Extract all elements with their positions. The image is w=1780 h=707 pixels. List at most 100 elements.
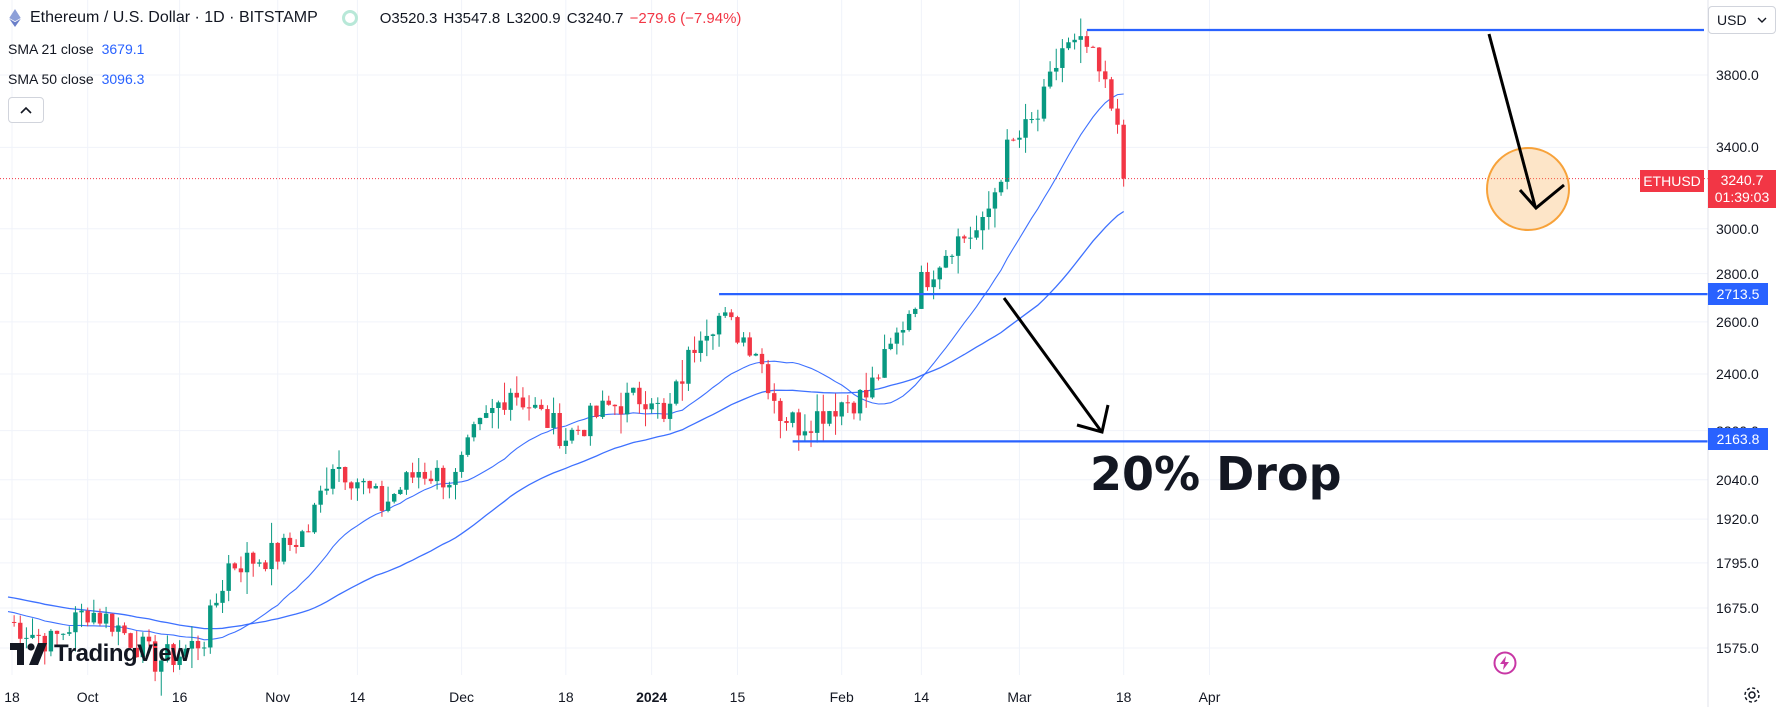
candle-body	[263, 562, 268, 570]
candle-body	[1011, 139, 1016, 141]
collapse-legend-button[interactable]	[8, 97, 44, 123]
sma50-legend[interactable]: SMA 50 close 3096.3	[8, 71, 144, 87]
candle-body	[557, 413, 562, 446]
sma21-value: 3679.1	[101, 41, 145, 57]
candle-body	[784, 421, 789, 423]
y-tick-label: 2040.0	[1716, 471, 1759, 488]
candle-body	[575, 429, 581, 431]
candle-body	[723, 312, 728, 316]
candle-body	[385, 501, 391, 511]
candle-body	[759, 353, 765, 365]
lightning-icon[interactable]	[1493, 651, 1517, 675]
candle-body	[808, 431, 814, 433]
candle-body	[257, 562, 262, 564]
candle-body	[588, 405, 593, 437]
candle-body	[1084, 36, 1090, 47]
symbol-title[interactable]: Ethereum / U.S. Dollar · 1D · BITSTAMP	[30, 9, 318, 26]
x-tick-label: 18	[558, 689, 574, 705]
candle-body	[1072, 39, 1077, 43]
candle-body	[244, 552, 250, 573]
candle-body	[845, 402, 851, 404]
candles	[11, 18, 1126, 696]
candle-body	[73, 612, 78, 633]
candle-body	[857, 389, 863, 414]
candle-body	[680, 381, 685, 384]
candle-body	[318, 490, 323, 505]
candle-body	[894, 332, 900, 344]
candle-body	[214, 602, 219, 606]
candle-body	[220, 590, 225, 603]
y-tick-label: 1795.0	[1716, 554, 1759, 571]
candle-body	[514, 392, 519, 398]
candle-body	[594, 405, 599, 417]
y-tick-label: 3400.0	[1716, 139, 1759, 156]
last-price-badge: 3240.7 01:39:03	[1708, 170, 1776, 208]
candle-body	[864, 389, 869, 398]
recent-drop-arrow-head	[1518, 183, 1565, 211]
candle-body	[704, 335, 710, 341]
candle-body	[306, 531, 311, 533]
level-badge-lower: 2163.8	[1708, 428, 1768, 450]
candle-body	[398, 489, 403, 495]
open-value: O3520.3	[379, 9, 438, 27]
candle-body	[919, 271, 924, 309]
candle-body	[545, 409, 550, 428]
x-tick-label: 14	[913, 689, 930, 705]
candle-body	[631, 387, 636, 393]
candle-body	[643, 404, 648, 410]
level-badge-upper-value: 2713.5	[1716, 286, 1760, 302]
x-tick-label: Mar	[1007, 689, 1032, 705]
candle-body	[1096, 47, 1102, 72]
candle-body	[391, 494, 397, 502]
candle-body	[483, 413, 489, 418]
candle-body	[367, 480, 372, 489]
low-value: L3200.9	[506, 9, 561, 27]
candle-body	[232, 563, 238, 569]
currency-selector[interactable]: USD	[1708, 6, 1776, 34]
x-tick-label: 18	[4, 689, 20, 705]
candle-body	[275, 542, 280, 562]
x-tick-label: Nov	[265, 689, 291, 705]
candle-body	[606, 400, 611, 405]
drop-arrow-line	[1002, 297, 1103, 432]
candle-body	[955, 236, 961, 256]
candle-body	[312, 504, 317, 533]
candle-body	[324, 488, 329, 491]
candle-body	[342, 467, 348, 483]
drop-arrow-head	[1076, 404, 1110, 434]
candle-body	[888, 343, 893, 350]
last-price-value: 3240.7	[1720, 172, 1764, 188]
candle-body	[36, 634, 41, 636]
candle-body	[582, 429, 587, 437]
candle-body	[226, 563, 231, 591]
close-value: C3240.7	[566, 9, 624, 27]
candle-body	[1060, 48, 1065, 68]
gear-icon[interactable]	[1742, 685, 1762, 705]
market-status-icon[interactable]	[341, 10, 358, 26]
candle-body	[900, 330, 906, 333]
candle-body	[1017, 137, 1022, 140]
candle-body	[134, 647, 139, 658]
tradingview-logo[interactable]: TradingView	[10, 640, 190, 668]
candle-body	[355, 482, 360, 489]
candle-body	[839, 402, 844, 417]
candle-body	[336, 467, 342, 469]
sma21-legend[interactable]: SMA 21 close 3679.1	[8, 41, 144, 57]
candle-body	[747, 337, 752, 356]
candle-body	[772, 393, 777, 401]
level-badge-lower-value: 2163.8	[1716, 431, 1760, 447]
candle-body	[532, 404, 538, 408]
candle-body	[765, 364, 771, 394]
candle-body	[453, 471, 458, 485]
candle-body	[1115, 108, 1120, 125]
candle-body	[698, 340, 703, 353]
drop-annotation[interactable]: 20% Drop	[1090, 447, 1342, 501]
candle-body	[471, 424, 477, 438]
candle-body	[539, 404, 544, 410]
candle-body	[496, 402, 501, 408]
y-tick-label: 2600.0	[1716, 313, 1759, 330]
candle-body	[729, 312, 734, 318]
candle-body	[300, 531, 305, 547]
candle-body	[477, 417, 483, 425]
